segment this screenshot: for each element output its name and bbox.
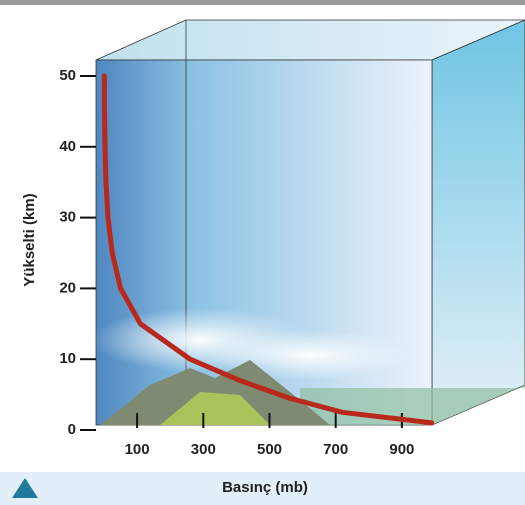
chart: Basınç (mb) Yükselti (km) 0 10 20 30 40 50 100… bbox=[0, 0, 525, 505]
x-tick-label: 700 bbox=[323, 441, 348, 458]
y-tick-label: 40 bbox=[59, 138, 76, 155]
x-tick-label: 500 bbox=[257, 441, 282, 458]
x-tick-label: 100 bbox=[125, 441, 150, 458]
x-axis-label: Basınç (mb) bbox=[222, 479, 308, 496]
y-tick-label: 0 bbox=[68, 421, 76, 438]
y-axis-label: Yükselti (km) bbox=[21, 193, 38, 286]
y-tick-label: 20 bbox=[59, 279, 76, 296]
y-tick-label: 50 bbox=[59, 67, 76, 84]
x-tick-label: 900 bbox=[389, 441, 414, 458]
y-tick-label: 30 bbox=[59, 209, 76, 226]
x-tick-label: 300 bbox=[191, 441, 216, 458]
top-bar bbox=[0, 0, 525, 5]
y-tick-label: 10 bbox=[59, 350, 76, 367]
box-side bbox=[432, 20, 525, 425]
